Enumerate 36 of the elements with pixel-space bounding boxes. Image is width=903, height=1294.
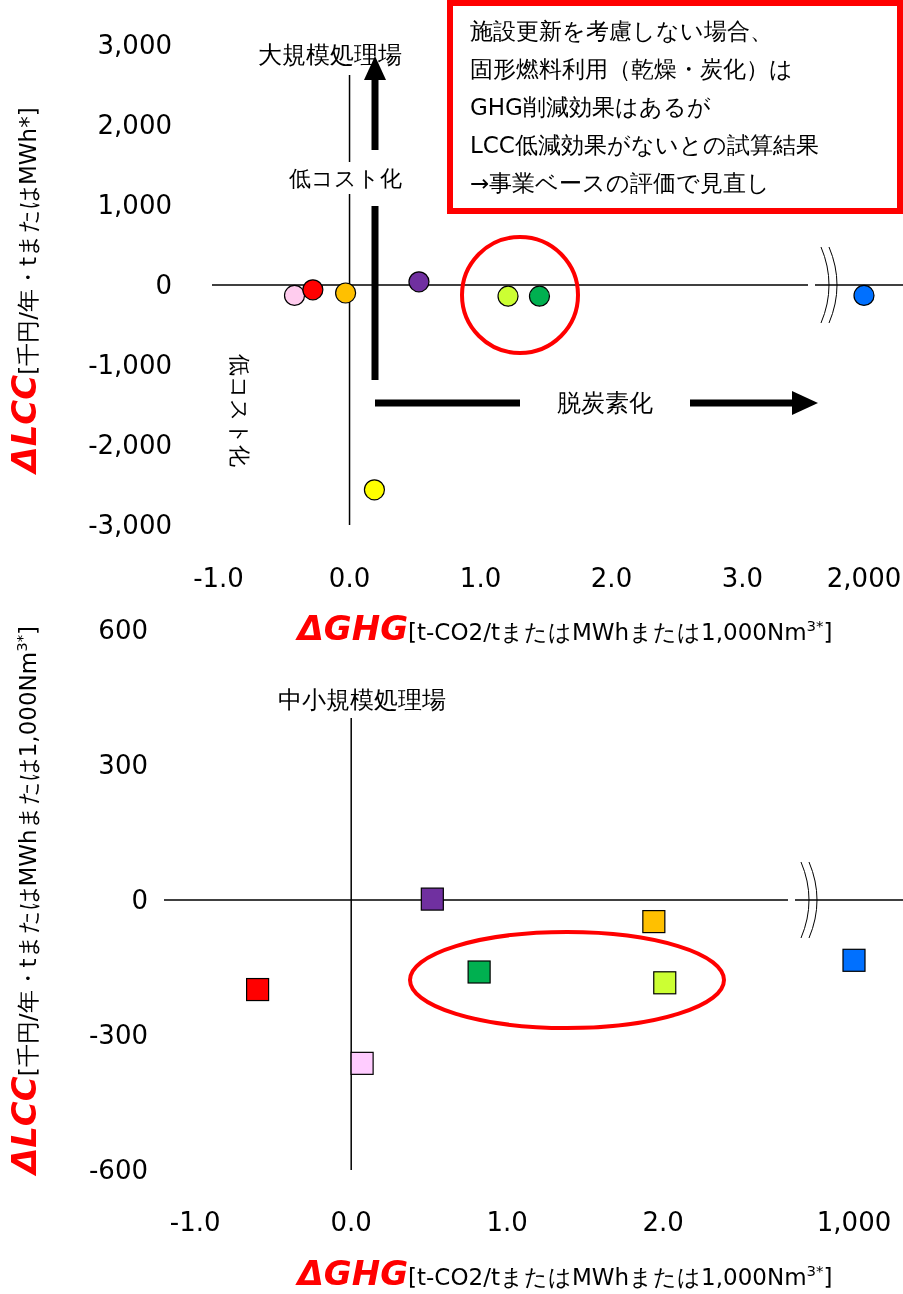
y-tick-label: 300 — [98, 750, 148, 781]
x-tick-label: 3.0 — [721, 563, 764, 594]
y-tick-label: -1,000 — [88, 350, 172, 381]
x-tick-label: 2,000 — [826, 563, 902, 594]
y-tick-label: -300 — [88, 1020, 148, 1051]
y-tick-label: 600 — [98, 615, 148, 646]
text: 中小規模処理場 — [278, 686, 446, 715]
text: 施設更新を考慮しない場合、 — [470, 18, 773, 45]
x-tick-label: 2.0 — [642, 1207, 684, 1238]
x-axis-title: ΔGHG[t-CO2/tまたはMWhまたは1,000Nm$^{3*}$] — [294, 608, 833, 648]
y-tick-label: 0 — [155, 270, 172, 301]
x-tick-label: 1,000 — [816, 1207, 892, 1238]
annotation: →事業ベースの評価で見直し — [470, 170, 771, 197]
x-tick-label: 2.0 — [590, 563, 633, 594]
y-tick-label: 0 — [131, 885, 148, 916]
annotation: GHG削減効果はあるが — [470, 94, 711, 121]
y-tick-label: 1,000 — [97, 190, 172, 221]
annotation: 低コスト化 — [288, 165, 402, 191]
y-tick-label: -600 — [88, 1155, 148, 1186]
x-tick-label: 1.0 — [459, 563, 502, 594]
chart-title: 大規模処理場 — [258, 41, 402, 70]
annotation: 脱炭素化 — [557, 389, 653, 418]
x-tick-label: 0.0 — [328, 563, 371, 594]
x-axis-title: ΔGHG[t-CO2/tまたはMWhまたは1,000Nm$^{3*}$] — [294, 1253, 833, 1293]
x-tick-label: 1.0 — [486, 1207, 528, 1238]
x-tick-label: 0.0 — [330, 1207, 372, 1238]
y-axis-title: ΔLCC[千円/年・tまたはMWh*] — [3, 107, 44, 476]
annotation: 固形燃料利用（乾燥・炭化）は — [470, 56, 793, 83]
annotation: LCC低減効果がないとの試算結果 — [470, 132, 819, 159]
y-tick-label: 3,000 — [97, 30, 172, 61]
y-tick-label: -2,000 — [88, 430, 172, 461]
annotation: 低コスト化 — [227, 353, 253, 467]
y-tick-label: -3,000 — [88, 510, 172, 541]
y-tick-label: 2,000 — [97, 110, 172, 141]
x-tick-label: -1.0 — [169, 1207, 221, 1238]
x-tick-label: -1.0 — [193, 563, 244, 594]
